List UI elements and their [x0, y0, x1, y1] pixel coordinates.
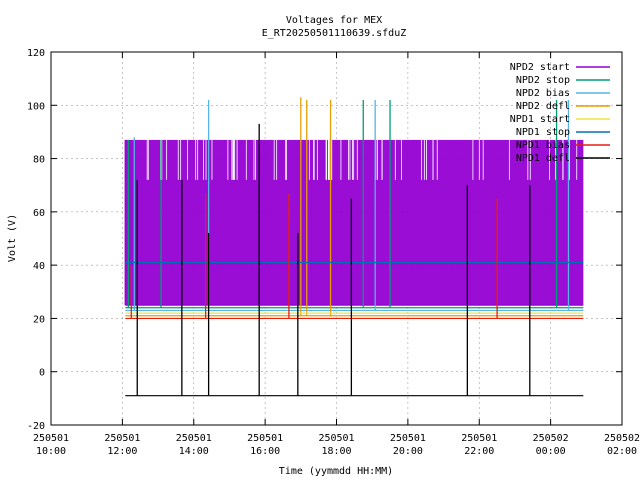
x-tick-label-time: 20:00	[393, 446, 423, 457]
legend-entry: NPD1 bias	[516, 140, 610, 151]
legend-entry: NPD2 start	[510, 62, 610, 73]
y-tick-label: 100	[27, 101, 45, 112]
data-layer	[124, 97, 584, 397]
legend-label: NPD2 stop	[516, 75, 570, 86]
legend-label: NPD1 defl	[516, 153, 570, 164]
y-tick-label: 0	[39, 368, 45, 379]
x-tick-label-time: 16:00	[250, 446, 280, 457]
legend-entry: NPD2 bias	[516, 88, 610, 99]
y-axis-label: Volt (V)	[7, 214, 18, 262]
series-npd2-start	[124, 139, 584, 306]
series-npd2-defl	[125, 97, 584, 317]
x-tick-label-time: 00:00	[536, 446, 566, 457]
x-tick-label-date: 250502	[533, 433, 569, 444]
chart-subtitle: E_RT20250501110639.sfduZ	[262, 28, 407, 39]
x-tick-label-date: 250501	[247, 433, 283, 444]
y-tick-label: 20	[33, 314, 45, 325]
x-tick-label-time: 18:00	[321, 446, 351, 457]
y-tick-label: 60	[33, 208, 45, 219]
series-npd2-bias	[125, 99, 584, 312]
legend-entry: NPD2 defl	[516, 101, 610, 112]
legend-label: NPD1 bias	[516, 140, 570, 151]
series-npd1-defl	[125, 123, 584, 397]
x-tick-label-date: 250501	[104, 433, 140, 444]
x-tick-label-time: 02:00	[607, 446, 637, 457]
series-npd1-bias	[125, 193, 584, 320]
legend-entry: NPD1 defl	[516, 153, 610, 164]
y-tick-label: 120	[27, 48, 45, 59]
legend-entry: NPD1 stop	[516, 127, 610, 138]
x-tick-label-date: 250501	[461, 433, 497, 444]
x-tick-label-date: 250502	[604, 433, 640, 444]
legend-label: NPD2 defl	[516, 101, 570, 112]
y-tick-label: 80	[33, 155, 45, 166]
series-npd2-stop	[125, 99, 584, 309]
x-tick-label-time: 12:00	[107, 446, 137, 457]
x-tick-label-date: 250501	[176, 433, 212, 444]
legend-label: NPD2 bias	[516, 88, 570, 99]
legend: NPD2 start NPD2 stop NPD2 bias NPD2 defl NPD…	[510, 62, 610, 164]
axes: -20 0 20 40 60 80 100 120 250501 10:00 250501 12:00…	[27, 48, 640, 457]
x-tick-label-time: 22:00	[464, 446, 494, 457]
x-tick-label-date: 250501	[33, 433, 69, 444]
legend-entry: NPD2 stop	[516, 75, 610, 86]
x-axis-label: Time (yymmdd HH:MM)	[279, 466, 393, 477]
x-tick-label-time: 14:00	[179, 446, 209, 457]
x-tick-label-date: 250501	[390, 433, 426, 444]
y-tick-label: 40	[33, 261, 45, 272]
x-tick-label-date: 250501	[318, 433, 354, 444]
legend-label: NPD2 start	[510, 62, 570, 73]
series-band	[125, 139, 584, 306]
legend-entry: NPD1 start	[510, 114, 610, 125]
y-tick-label: -20	[27, 421, 45, 432]
x-tick-label-time: 10:00	[36, 446, 66, 457]
legend-label: NPD1 start	[510, 114, 570, 125]
legend-label: NPD1 stop	[516, 127, 570, 138]
chart-title: Voltages for MEX	[286, 15, 382, 26]
